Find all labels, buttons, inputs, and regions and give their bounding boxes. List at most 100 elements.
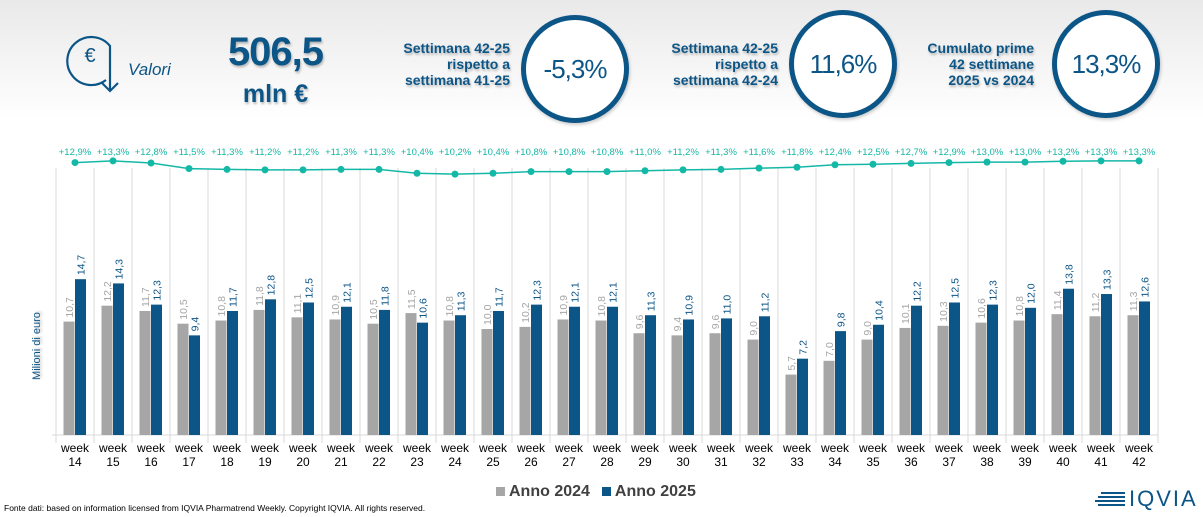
growth-label: +11,3% (363, 147, 395, 158)
growth-label: +11,2% (249, 147, 281, 158)
growth-point (1059, 157, 1067, 165)
x-tick-label: week (630, 441, 660, 455)
x-tick-label: 34 (828, 455, 842, 469)
bar-2025 (531, 304, 542, 435)
bar-2024 (1089, 316, 1101, 435)
growth-point (1097, 157, 1105, 165)
x-tick-label: 20 (296, 455, 310, 469)
x-tick-label: 14 (68, 455, 82, 469)
x-tick-label: 31 (714, 455, 728, 469)
x-tick-label: 24 (448, 455, 462, 469)
bar-2025 (569, 306, 580, 435)
bar-label-2025: 13,3 (1102, 269, 1114, 290)
x-tick-label: week (60, 441, 90, 455)
x-tick-label: 39 (1018, 455, 1032, 469)
growth-label: +10,8% (591, 147, 624, 158)
bar-2024 (481, 329, 493, 435)
bar-2025 (759, 316, 770, 435)
bar-label-2025: 13,8 (1064, 264, 1076, 285)
bar-2025 (1063, 288, 1074, 435)
bar-2024 (937, 325, 949, 435)
bar-2025 (949, 302, 960, 435)
bar-label-2025: 12,3 (988, 280, 1000, 301)
x-tick-label: week (972, 441, 1002, 455)
bar-2024 (291, 317, 303, 435)
x-tick-label: week (554, 441, 584, 455)
growth-label: +12,4% (819, 147, 852, 158)
bar-label-2024: 7,0 (824, 342, 836, 357)
bar-2025 (835, 331, 846, 435)
kpi-label-line: Settimana 42-25 (671, 40, 778, 56)
x-tick-label: week (1124, 441, 1154, 455)
kpi-week-vs-prev-week-circle: -5,3% (521, 15, 629, 123)
legend-label-2025: Anno 2025 (614, 483, 696, 500)
bar-label-2025: 7,2 (798, 340, 810, 355)
x-tick-label: 17 (182, 455, 196, 469)
kpi-label-line: rispetto a (446, 56, 510, 72)
bar-label-2024: 9,0 (748, 321, 760, 336)
growth-point (983, 158, 991, 166)
bar-2025 (493, 310, 504, 435)
growth-label: +11,8% (781, 147, 813, 158)
bar-label-2025: 11,2 (760, 292, 772, 312)
x-tick-label: 21 (334, 455, 348, 469)
x-tick-label: week (250, 441, 280, 455)
kpi-label-line: 2025 vs 2024 (948, 72, 1034, 88)
bar-label-2025: 11,7 (494, 287, 506, 307)
x-tick-label: 26 (524, 455, 538, 469)
bar-2025 (227, 310, 238, 435)
growth-point (451, 170, 459, 178)
x-tick-label: week (516, 441, 546, 455)
growth-label: +11,3% (325, 147, 357, 158)
growth-label: +11,3% (705, 147, 737, 158)
bar-label-2025: 12,3 (152, 280, 164, 301)
growth-point (869, 160, 877, 168)
total-value: 506,5 (227, 30, 324, 74)
bar-label-2024: 10,0 (482, 304, 494, 325)
growth-label: +12,9% (933, 147, 966, 158)
x-tick-label: week (1048, 441, 1078, 455)
bar-label-2024: 10,6 (976, 298, 988, 319)
bar-label-2025: 11,3 (456, 291, 468, 311)
kpi-label-line: 42 settimane (949, 56, 1034, 72)
bar-2025 (721, 318, 732, 435)
bar-label-2024: 11,1 (292, 294, 304, 314)
growth-point (147, 159, 155, 167)
legend-swatch-2025 (601, 487, 611, 496)
kpi-cumulative-circle: 13,3% (1052, 10, 1160, 118)
bar-2024 (861, 339, 873, 435)
x-tick-label: week (326, 441, 356, 455)
bar-label-2024: 11,5 (406, 289, 418, 309)
growth-point (793, 163, 801, 171)
bar-label-2025: 11,8 (380, 286, 392, 306)
bar-2025 (607, 306, 618, 435)
x-tick-label: week (896, 441, 926, 455)
legend-label-2024: Anno 2024 (509, 483, 590, 500)
bar-label-2024: 11,4 (1052, 290, 1064, 310)
bar-2024 (709, 333, 721, 435)
bar-label-2024: 10,7 (64, 297, 76, 318)
bar-2024 (215, 320, 227, 435)
growth-point (1021, 158, 1029, 166)
x-tick-label: week (668, 441, 698, 455)
x-tick-label: week (820, 441, 850, 455)
growth-point (717, 165, 725, 173)
bar-label-2024: 9,0 (862, 321, 874, 336)
x-tick-label: 16 (144, 455, 158, 469)
growth-label: +11,5% (173, 147, 205, 158)
growth-label: +12,9% (59, 147, 92, 158)
bar-2024 (63, 321, 75, 435)
x-tick-label: 37 (942, 455, 956, 469)
bar-2024 (443, 320, 455, 435)
growth-point (71, 159, 79, 167)
x-tick-label: week (174, 441, 204, 455)
bar-label-2025: 14,7 (76, 255, 88, 276)
bar-2024 (367, 323, 379, 435)
bar-label-2025: 12,1 (570, 282, 582, 303)
bar-label-2024: 11,2 (1090, 292, 1102, 312)
kpi-week-vs-prev-week-value: -5,3% (543, 53, 608, 84)
growth-label: +13,0% (1009, 147, 1042, 158)
growth-point (413, 169, 421, 177)
bar-2025 (303, 302, 314, 435)
bar-label-2025: 12,5 (950, 278, 962, 299)
